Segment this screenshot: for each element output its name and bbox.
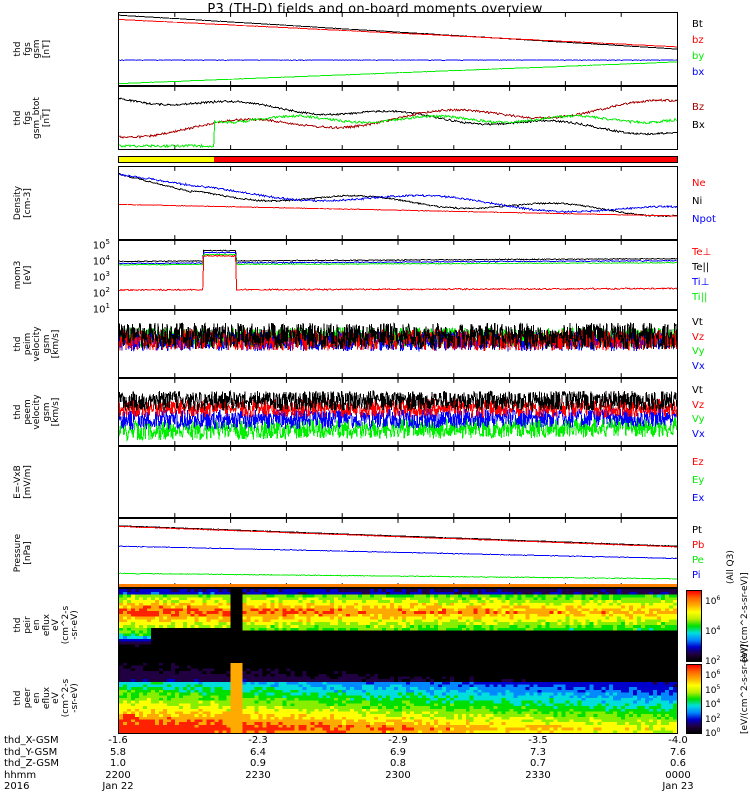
peer-colorbar-title: [eV/(cm^2-s-sr-eV)] bbox=[740, 644, 750, 734]
bottom-row-value: Jan 22 bbox=[102, 781, 134, 792]
bottom-row-label: thd_X-GSM bbox=[4, 735, 59, 746]
legend-density-Ne: Ne bbox=[692, 178, 706, 189]
bottom-row-value: 5.8 bbox=[110, 746, 126, 758]
legend-pressure-Pe: Pe bbox=[692, 555, 704, 566]
legend-efield-Ez: Ez bbox=[692, 457, 704, 468]
legend-peim-velocity-Vt: Vt bbox=[692, 317, 703, 328]
ytick-temperature-4: 101 bbox=[92, 302, 110, 316]
bottom-row-value: 2300 bbox=[385, 769, 411, 781]
bottom-row-label: hhmm bbox=[4, 769, 37, 781]
panel-density bbox=[118, 166, 678, 240]
status-bar bbox=[118, 156, 678, 163]
bottom-row-value: 6.4 bbox=[250, 746, 266, 758]
legend-temperature-Te: Te⊥ bbox=[692, 247, 712, 258]
bottom-row-value: 6.9 bbox=[390, 746, 406, 758]
bottom-row-thdXGSM: thd_X-GSM -1.6 -2.3 -2.9 -3.5 -4.0 bbox=[4, 735, 750, 747]
legend-temperature-Ti: Ti|| bbox=[692, 292, 708, 303]
bottom-row-value: 2200 bbox=[105, 769, 131, 781]
legend-note-pressure: (All Q3) bbox=[726, 550, 736, 584]
bottom-row-value: Jan 23 bbox=[662, 781, 694, 792]
legend-temperature-Te: Te|| bbox=[692, 262, 710, 273]
bottom-row-thdZGSM: thd_Z-GSM 1.0 0.9 0.8 0.7 0.6 bbox=[4, 758, 750, 770]
ytick-temperature-0: 105 bbox=[92, 238, 110, 252]
bottom-row-thdYGSM: thd_Y-GSM 5.8 6.4 6.9 7.3 7.6 bbox=[4, 747, 750, 759]
panel-fgs-gsm-btot bbox=[118, 86, 678, 150]
peer-colorbar bbox=[686, 664, 702, 734]
bottom-row-value: 2230 bbox=[245, 769, 271, 781]
peer-colorbar-tick-1: 105 bbox=[705, 683, 721, 696]
legend-peem-velocity-Vz: Vz bbox=[692, 399, 705, 411]
ytick-temperature-1: 104 bbox=[92, 254, 110, 268]
legend-pressure-Pi: Pi bbox=[692, 570, 701, 581]
legend-pressure-Pb: Pb bbox=[692, 540, 705, 551]
bottom-row-value: 0.7 bbox=[530, 758, 546, 769]
peir-colorbar-tick-0: 106 bbox=[705, 595, 721, 607]
bottom-row-label: thd_Y-GSM bbox=[4, 746, 58, 758]
legend-temperature-Ti: Ti⊥ bbox=[692, 277, 710, 288]
bottom-row-value: 7.3 bbox=[530, 746, 546, 758]
legend-peim-velocity-Vy: Vy bbox=[692, 346, 705, 357]
peir-colorbar bbox=[686, 590, 702, 662]
legend-peem-velocity-Vy: Vy bbox=[692, 414, 705, 425]
legend-pressure-Pt: Pt bbox=[692, 525, 702, 536]
peer-colorbar-tick-0: 106 bbox=[705, 669, 721, 681]
legend-efield-Ex: Ex bbox=[692, 493, 705, 504]
peer-colorbar-tick-3: 102 bbox=[705, 712, 721, 725]
ytick-temperature-2: 103 bbox=[92, 270, 110, 284]
legend-fgs-gsm-bz: bz bbox=[692, 35, 704, 46]
bottom-row-value: -2.9 bbox=[388, 735, 408, 746]
peir-colorbar-tick-2: 102 bbox=[705, 655, 721, 667]
legend-fgs-gsm-by: by bbox=[692, 51, 705, 62]
panel-efield bbox=[118, 446, 678, 518]
bottom-row-value: 1.0 bbox=[110, 758, 126, 769]
axis-title-fgs-gsm-btot: thd fgs gsm_btot [nT] bbox=[13, 97, 52, 139]
bottom-row-hhmm: hhmm 2200 2230 2300 2330 0000 bbox=[4, 770, 750, 782]
panel-peem-velocity bbox=[118, 378, 678, 446]
peer-colorbar-tick-4: 100 bbox=[705, 727, 721, 739]
legend-peim-velocity-Vz: Vz bbox=[692, 331, 705, 343]
bottom-row-value: -3.5 bbox=[528, 735, 548, 746]
panel-pressure bbox=[118, 518, 678, 588]
panel-peir-spectrogram bbox=[118, 588, 678, 662]
legend-fgs-gsm-bx: bx bbox=[692, 67, 705, 78]
bottom-row-value: -2.3 bbox=[248, 735, 268, 746]
legend-efield-Ey: Ey bbox=[692, 475, 705, 486]
bottom-row-value: 0.9 bbox=[250, 758, 266, 769]
legend-density-Npot: Npot bbox=[692, 214, 716, 225]
panel-temperature bbox=[118, 240, 678, 310]
bottom-row-value: 0.6 bbox=[670, 758, 686, 769]
legend-density-Ni: Ni bbox=[692, 196, 703, 207]
legend-fgs-gsm-btot-Bx: Bx bbox=[692, 120, 705, 131]
peer-colorbar-tick-2: 104 bbox=[705, 698, 721, 710]
legend-peim-velocity-Vx: Vx bbox=[692, 360, 705, 372]
bottom-row-2016: 2016 Jan 22 Jan 23 bbox=[4, 781, 750, 793]
bottom-row-value: -4.0 bbox=[668, 735, 688, 746]
legend-peem-velocity-Vt: Vt bbox=[692, 385, 703, 396]
bottom-axis-table: thd_X-GSM -1.6 -2.3 -2.9 -3.5 -4.0 thd_Y-GSM 5.… bbox=[4, 735, 750, 793]
bottom-row-value: 0.8 bbox=[390, 758, 406, 769]
axis-title-peer-spectrogram: thd peer en eflux eV (cm^2-s -sr-eV) bbox=[13, 678, 80, 718]
legend-fgs-gsm-btot-Bz: Bz bbox=[692, 102, 705, 113]
status-segment-0 bbox=[119, 157, 214, 162]
status-segment-1 bbox=[213, 157, 677, 162]
ytick-temperature-3: 102 bbox=[92, 286, 110, 300]
bottom-row-value: -1.6 bbox=[108, 735, 128, 746]
bottom-row-label: thd_Z-GSM bbox=[4, 758, 59, 769]
bottom-row-value: 7.6 bbox=[670, 746, 686, 758]
panel-fgs-gsm bbox=[118, 12, 678, 86]
panel-peim-velocity bbox=[118, 310, 678, 378]
peir-colorbar-tick-1: 104 bbox=[705, 625, 721, 637]
legend-fgs-gsm-Bt: Bt bbox=[692, 19, 703, 30]
legend-peem-velocity-Vx: Vx bbox=[692, 428, 705, 440]
bottom-row-value: 0000 bbox=[665, 769, 691, 781]
panel-peer-spectrogram bbox=[118, 662, 678, 734]
bottom-row-label: 2016 bbox=[4, 781, 30, 792]
bottom-row-value: 2330 bbox=[525, 769, 551, 781]
